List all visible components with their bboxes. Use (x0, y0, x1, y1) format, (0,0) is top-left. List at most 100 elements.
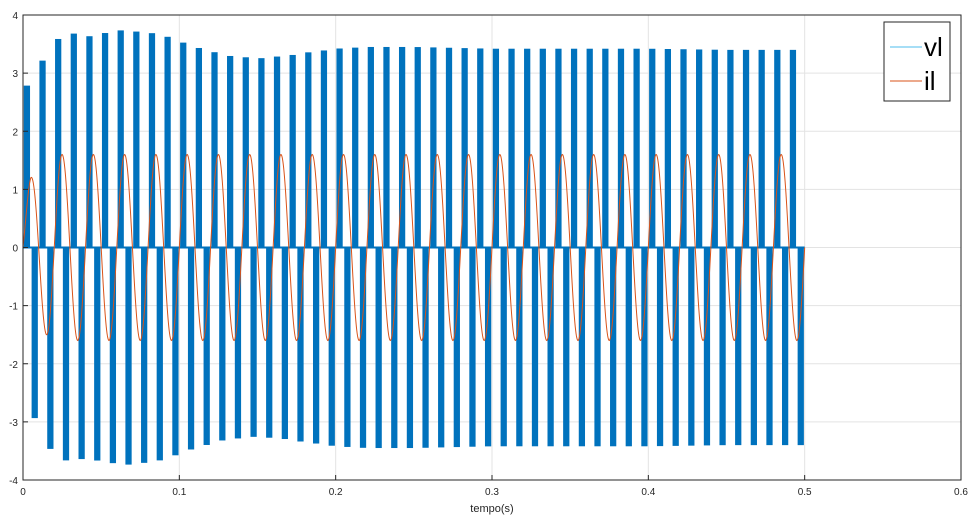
vl-pulse-negative (797, 247, 804, 446)
legend: vl il (883, 21, 951, 102)
vl-pulse-positive (101, 33, 109, 248)
vl-pulse-positive (23, 85, 31, 248)
vl-pulse-negative (672, 247, 679, 446)
vl-pulse-positive (39, 60, 46, 248)
y-tick-label: 2 (12, 127, 18, 138)
y-tick-label: -2 (9, 360, 18, 371)
vl-pulse-positive (320, 50, 328, 248)
vl-pulse-negative (563, 247, 570, 447)
vl-pulse-negative (703, 247, 711, 446)
vl-pulse-positive (336, 48, 343, 248)
y-tick-label: 1 (12, 185, 18, 196)
x-axis-label: tempo(s) (470, 503, 513, 515)
vl-pulse-negative (281, 247, 288, 440)
vl-pulse-negative (94, 247, 101, 461)
vl-pulse-negative (719, 247, 726, 446)
x-tick-label: 0.2 (329, 487, 343, 498)
vl-pulse-positive (430, 47, 437, 248)
vl-pulse-positive (86, 36, 93, 248)
vl-pulse-negative (203, 247, 210, 445)
vl-pulse-negative (656, 247, 664, 447)
vl-pulse-negative (359, 247, 367, 448)
vl-pulse-negative (422, 247, 429, 448)
vl-pulse-negative (187, 247, 195, 450)
vl-pulse-positive (242, 57, 249, 248)
vl-pulse-positive (649, 48, 656, 248)
vl-pulse-negative (250, 247, 257, 437)
x-tick-label: 0.3 (485, 487, 499, 498)
vl-pulse-positive (633, 48, 640, 248)
vl-pulse-positive (524, 48, 531, 248)
vl-pulse-negative (469, 247, 476, 447)
vl-pulse-positive (70, 33, 77, 248)
vl-pulse-negative (141, 247, 148, 463)
vl-pulse-positive (445, 47, 453, 248)
vl-pulse-positive (258, 58, 265, 248)
vl-pulse-positive (492, 48, 500, 248)
vl-pulse-negative (125, 247, 132, 465)
vl-pulse-positive (273, 56, 281, 248)
vl-pulse-negative (547, 247, 554, 447)
vl-pulse-negative (406, 247, 414, 449)
vl-pulse-negative (47, 247, 54, 449)
vl-pulse-negative (156, 247, 163, 461)
vl-pulse-negative (578, 247, 586, 447)
vl-pulse-positive (539, 48, 546, 248)
vl-pulse-negative (78, 247, 85, 460)
vl-pulse-negative (500, 247, 507, 447)
y-tick-label: 3 (12, 69, 18, 80)
x-tick-label: 0.6 (954, 487, 968, 498)
legend-box (883, 21, 951, 102)
vl-pulse-positive (602, 48, 609, 248)
vl-pulse-negative (391, 247, 398, 449)
vl-pulse-positive (758, 49, 765, 248)
vl-pulse-negative (31, 247, 38, 419)
vl-pulse-negative (688, 247, 695, 446)
x-axis-ticks: 0 0.1 0.2 0.3 0.4 0.5 0.6 (20, 475, 968, 498)
vl-pulse-negative (438, 247, 445, 448)
vl-pulse-positive (180, 42, 187, 248)
vl-pulse-positive (55, 38, 62, 248)
vl-pulse-negative (172, 247, 179, 456)
vl-pulse-negative (453, 247, 460, 448)
y-tick-label: 0 (12, 244, 18, 255)
series-vl (23, 30, 805, 465)
vl-pulse-negative (328, 247, 335, 446)
vl-pulse-negative (594, 247, 601, 447)
x-tick-label: 0.5 (798, 487, 812, 498)
vl-pulse-positive (696, 49, 703, 248)
vl-pulse-negative (344, 247, 351, 447)
vl-pulse-positive (383, 46, 390, 248)
series-il (22, 153, 806, 342)
vl-pulse-positive (133, 31, 140, 248)
vl-pulse-positive (664, 49, 672, 248)
legend-label-il: il (924, 66, 936, 96)
vl-pulse-positive (508, 48, 515, 248)
vl-pulse-positive (305, 52, 312, 248)
vl-pulse-positive (227, 55, 234, 248)
vl-pulse-positive (570, 48, 578, 248)
vl-pulse-negative (219, 247, 226, 441)
vl-pulse-negative (375, 247, 382, 449)
vl-pulse-negative (625, 247, 632, 447)
legend-label-vl: vl (924, 32, 943, 62)
vl-pulse-negative (484, 247, 492, 447)
vl-pulse-positive (148, 33, 156, 248)
vl-pulse-positive (477, 48, 484, 248)
vl-pulse-positive (461, 48, 468, 248)
vl-pulse-negative (531, 247, 539, 447)
vl-pulse-positive (164, 36, 171, 248)
x-tick-label: 0.4 (641, 487, 655, 498)
y-tick-label: -4 (9, 476, 18, 487)
il-line (22, 153, 806, 342)
vl-pulse-positive (711, 49, 718, 248)
vl-pulse-positive (398, 46, 406, 248)
x-tick-label: 0 (20, 487, 26, 498)
vl-pulse-negative (312, 247, 320, 444)
vl-pulse-positive (211, 52, 218, 248)
vl-pulse-negative (610, 247, 617, 447)
vl-pulse-positive (617, 48, 625, 248)
vl-pulse-negative (109, 247, 117, 464)
vl-pulse-negative (234, 247, 242, 439)
